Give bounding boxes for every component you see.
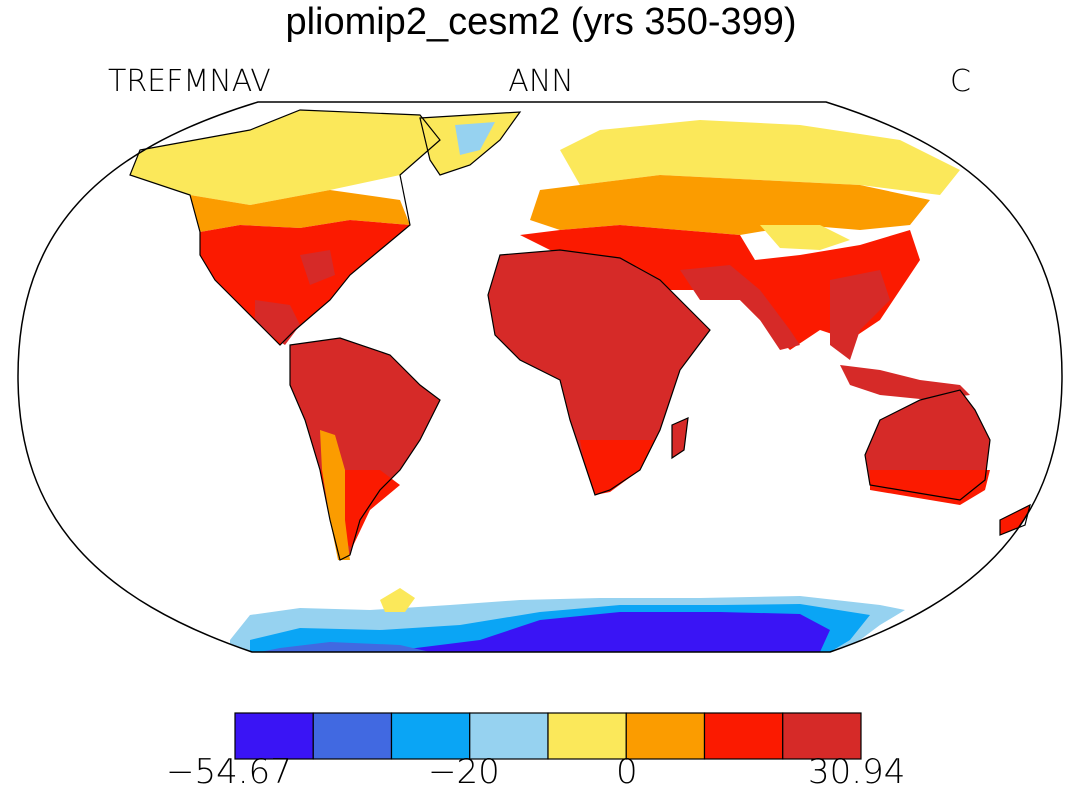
indonesia: [840, 365, 970, 400]
florida-hot: [300, 250, 335, 285]
north-america-arctic: [130, 110, 440, 205]
colorbar-swatch: [625, 712, 706, 760]
variable-label: TREFMNAV: [108, 64, 271, 99]
coastlines: [129, 109, 1031, 561]
colorbar-tick-zero: 0: [616, 752, 638, 792]
colorbar-swatch: [234, 712, 314, 760]
australia-south: [870, 470, 990, 505]
season-label: ANN: [508, 64, 574, 99]
antarctica-mid: [260, 642, 430, 652]
colorbar-swatch: [703, 712, 784, 760]
map-title: pliomip2_cesm2 (yrs 350-399): [285, 1, 797, 43]
land-fill: [130, 110, 1030, 652]
south-asia-hot: [680, 265, 800, 350]
north-america-south: [200, 220, 410, 345]
africa: [488, 250, 710, 495]
eurasia-mid: [530, 175, 930, 235]
map-outline: [17, 101, 1063, 653]
eurasia-north: [560, 120, 960, 195]
central-america: [255, 300, 300, 345]
units-label: C: [950, 64, 971, 99]
colorbar-swatch: [390, 712, 471, 760]
new-zealand: [1000, 505, 1030, 535]
south-america: [290, 338, 440, 560]
colorbar-tick-min: −54.67: [166, 752, 292, 792]
north-america-mid: [190, 190, 410, 232]
antarctic-peninsula: [380, 588, 415, 612]
andes: [320, 430, 350, 560]
colorbar-tick-neg20: −20: [428, 752, 500, 792]
africa-south-red: [580, 440, 655, 495]
colorbar-swatch: [312, 712, 393, 760]
colorbar-swatch: [782, 712, 862, 760]
colorbar-tick-max: 30.94: [808, 752, 906, 792]
greenland-ice: [455, 122, 495, 155]
se-asia-hot: [830, 270, 890, 360]
antarctica-core: [400, 612, 830, 652]
mongolia-cold: [760, 225, 850, 250]
colorbar-swatch: [469, 712, 549, 760]
colorbar-swatch: [547, 712, 627, 760]
colorbar: [234, 712, 862, 760]
